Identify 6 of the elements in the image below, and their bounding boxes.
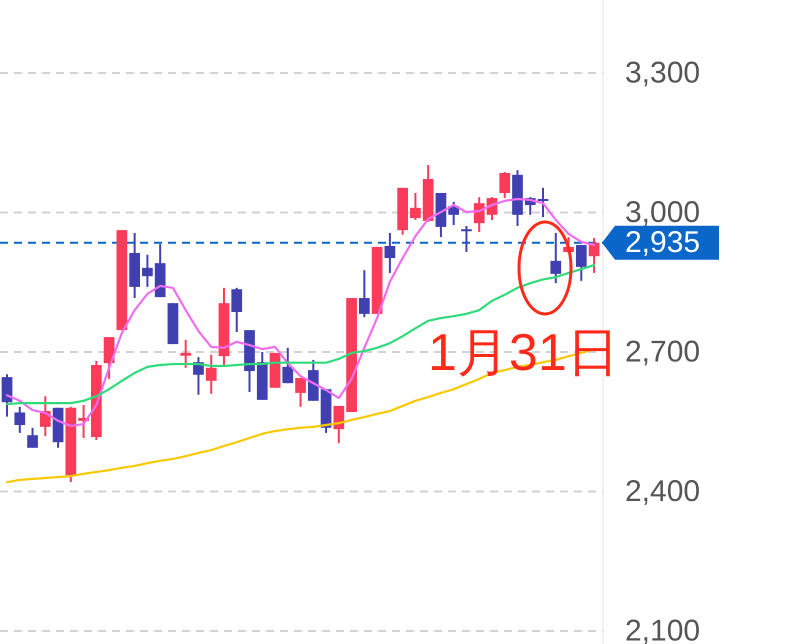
y-tick-label: 2,100 (625, 614, 700, 644)
y-tick-label: 3,300 (625, 56, 700, 90)
ref-line-label: 2,935 (625, 226, 700, 260)
y-tick-label: 2,400 (625, 474, 700, 508)
ref-label: 2,935 (602, 226, 719, 260)
y-tick-label: 2,700 (625, 335, 700, 368)
